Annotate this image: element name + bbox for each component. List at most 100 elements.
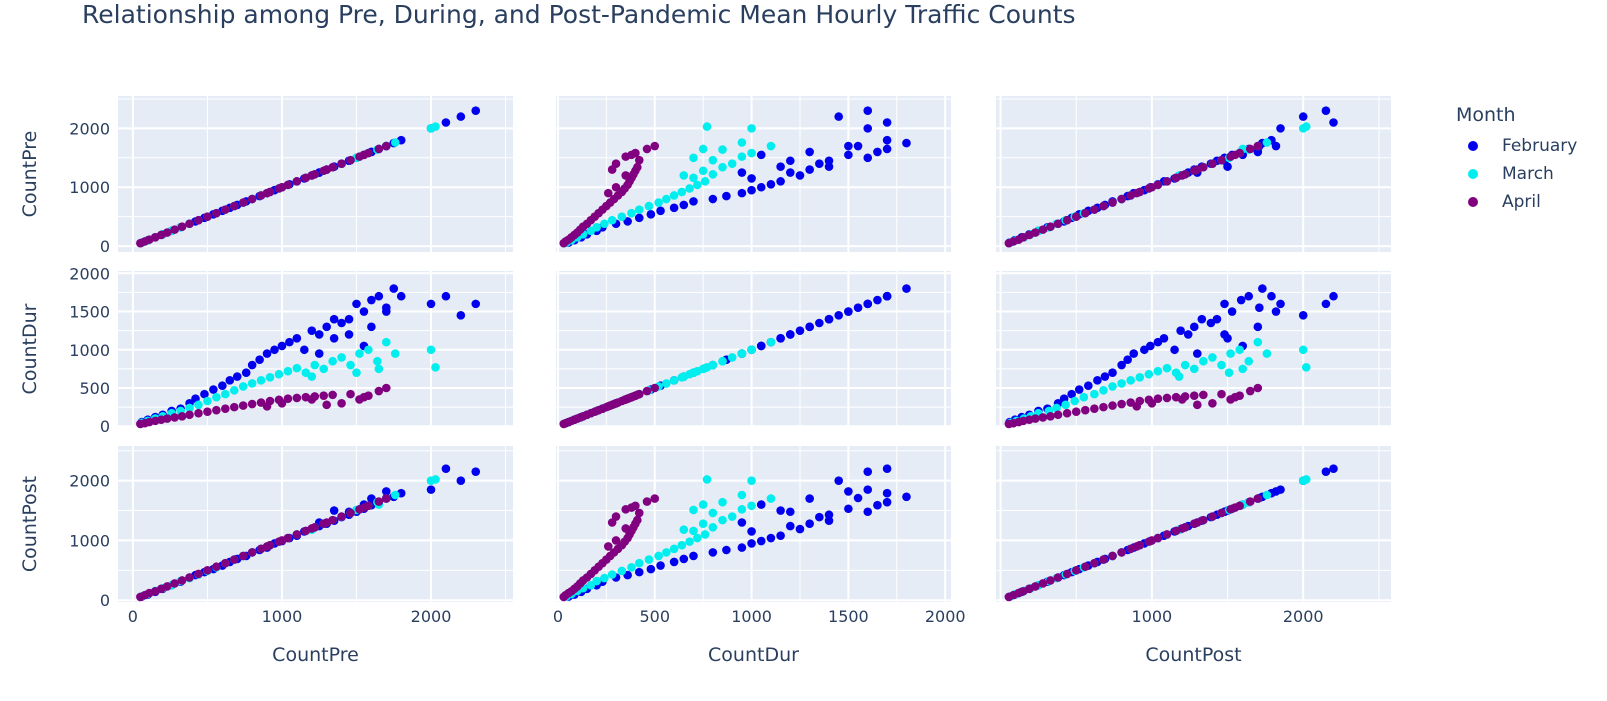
point-february (241, 368, 251, 378)
point-march (766, 494, 776, 503)
point-february (853, 493, 863, 503)
point-april (642, 386, 652, 396)
point-february (656, 206, 665, 216)
point-february (1253, 147, 1263, 157)
point-march (607, 215, 617, 225)
point-february (441, 291, 451, 301)
x-tick-label: 1000 (262, 607, 303, 626)
point-april (634, 155, 644, 165)
point-february (300, 345, 309, 355)
point-march (747, 476, 756, 485)
legend-label: March (1502, 164, 1554, 184)
point-april (1099, 402, 1108, 412)
point-march (662, 379, 671, 388)
y-tick-label: 2000 (69, 264, 110, 283)
chart-title: Relationship among Pre, During, and Post… (82, 0, 1076, 29)
point-april (346, 389, 355, 399)
point-february (902, 492, 911, 502)
point-march (698, 519, 708, 529)
point-april (1147, 398, 1157, 408)
point-february (873, 147, 882, 157)
point-april (194, 569, 203, 579)
point-february (634, 213, 644, 223)
point-february (722, 545, 731, 555)
point-february (756, 500, 766, 509)
point-february (834, 476, 843, 485)
point-april (1053, 219, 1063, 229)
point-february (834, 311, 843, 320)
point-april (229, 201, 239, 211)
point-april (607, 518, 617, 527)
point-april (319, 391, 328, 400)
point-february (374, 291, 384, 301)
point-april (1080, 562, 1090, 572)
point-april (633, 515, 642, 525)
point-february (689, 197, 698, 206)
point-april (1147, 182, 1157, 192)
point-february (1223, 333, 1232, 343)
point-february (441, 464, 451, 474)
legend-item-february[interactable]: February (1456, 132, 1577, 160)
legend-marker (1468, 141, 1478, 151)
point-february (863, 299, 873, 309)
point-february (815, 318, 824, 328)
point-march (390, 138, 400, 147)
point-february (1298, 311, 1308, 320)
point-march (679, 171, 689, 180)
point-february (844, 141, 853, 151)
point-april (277, 536, 287, 545)
point-april (1038, 225, 1048, 234)
point-february (352, 299, 361, 309)
point-february (689, 551, 698, 561)
legend-item-march[interactable]: March (1456, 160, 1577, 188)
point-february (882, 291, 892, 301)
panel-CountDur-vs-CountDur (556, 271, 951, 429)
point-april (292, 177, 302, 186)
point-march (274, 369, 284, 379)
point-march (1162, 363, 1172, 373)
point-march (679, 372, 689, 381)
point-march (431, 475, 440, 484)
point-april (382, 383, 391, 393)
point-february (844, 150, 853, 160)
legend-items: February March April (1456, 132, 1577, 216)
point-april (238, 401, 248, 410)
point-february (863, 153, 873, 163)
x-tick-label: 2000 (411, 607, 452, 626)
point-february (307, 326, 317, 335)
point-february (756, 182, 766, 192)
point-march (1262, 138, 1272, 147)
point-february (1329, 118, 1338, 127)
point-march (702, 122, 712, 131)
legend-item-april[interactable]: April (1456, 188, 1577, 216)
point-february (882, 488, 892, 498)
point-february (669, 203, 679, 213)
y-tick-label: 2000 (69, 472, 110, 491)
point-march (634, 558, 644, 568)
legend: Month February March April (1456, 104, 1577, 216)
y-tick-label: 2000 (69, 119, 110, 138)
point-march (617, 212, 627, 221)
point-february (314, 330, 324, 339)
point-april (194, 408, 203, 418)
point-march (346, 360, 355, 370)
point-february (679, 554, 689, 564)
point-april (322, 400, 331, 410)
point-april (611, 398, 621, 408)
point-april (1080, 405, 1090, 415)
point-february (882, 144, 892, 154)
point-march (747, 501, 756, 511)
point-february (1197, 314, 1207, 324)
point-march (607, 570, 617, 579)
point-march (1238, 364, 1247, 374)
point-february (873, 500, 882, 510)
point-february (232, 372, 242, 381)
point-april (1162, 393, 1172, 403)
point-april (1090, 558, 1099, 568)
y-axis-label: CountPost (19, 476, 41, 572)
point-march (698, 500, 708, 509)
point-april (374, 144, 384, 154)
point-february (824, 156, 834, 166)
point-march (1144, 369, 1154, 379)
point-march (718, 497, 727, 507)
